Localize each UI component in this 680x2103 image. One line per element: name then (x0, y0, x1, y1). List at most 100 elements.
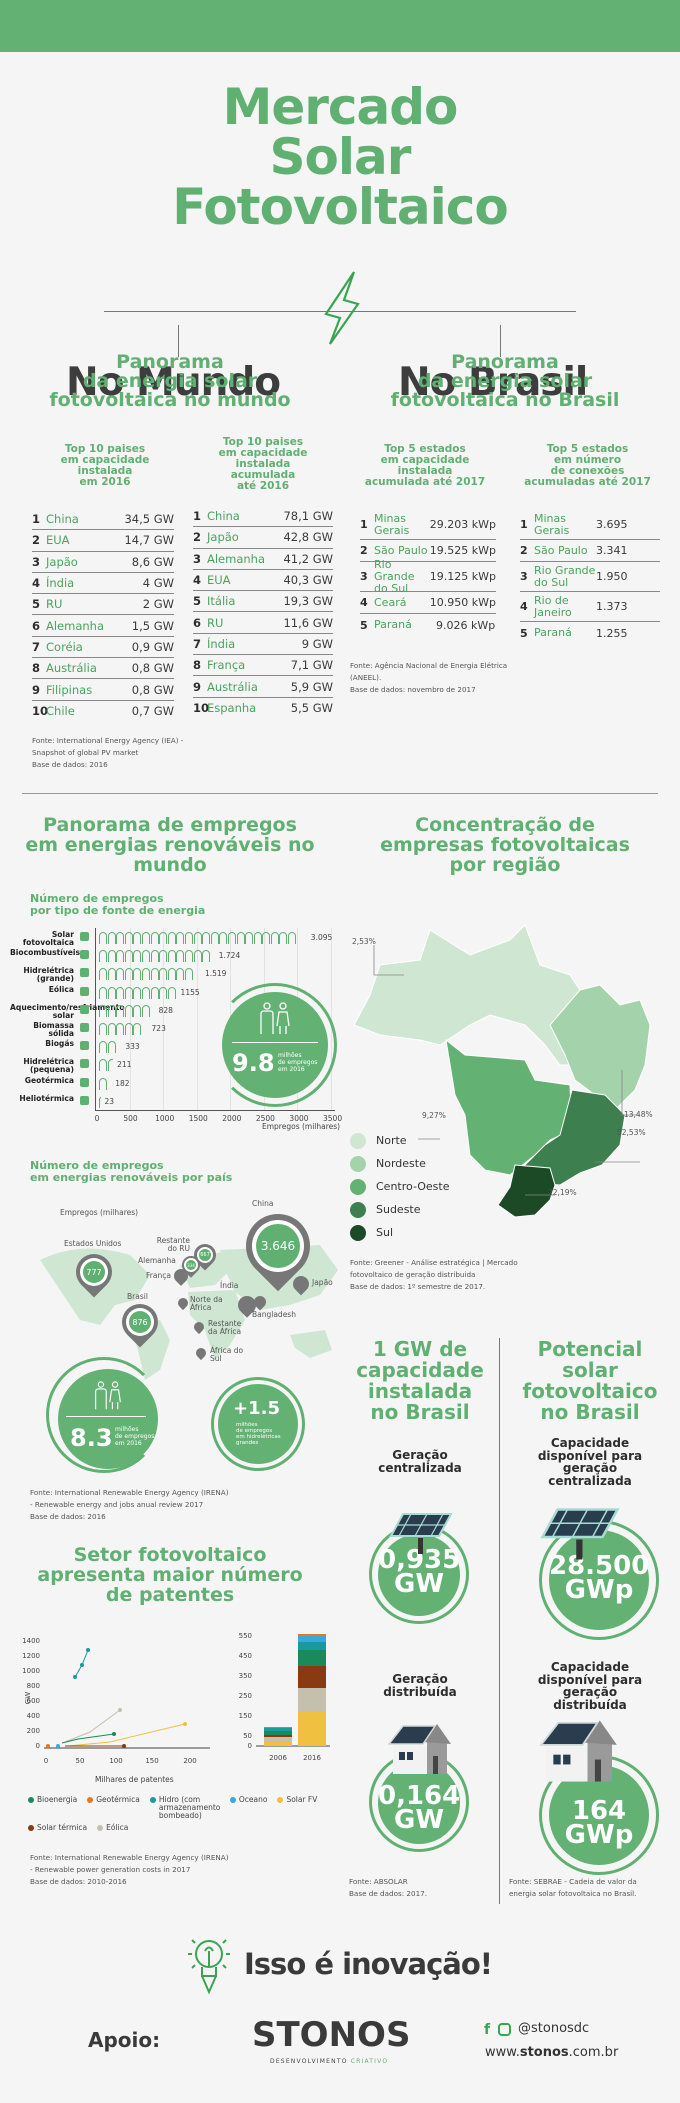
summary-8-3-caption: milhões de empregos em 2016 (115, 1426, 154, 1447)
person-icon (116, 932, 125, 944)
gridline (163, 928, 165, 1110)
person-icon (133, 1004, 142, 1017)
legend-swatch (350, 1178, 366, 1195)
pin-china-value: 3.646 (256, 1224, 300, 1268)
rank-number: 3 (193, 551, 202, 566)
rank-number: 5 (32, 597, 41, 612)
patents-source: Fonte: International Renewable Energy Ag… (30, 1852, 229, 1888)
title-line: no Brasil (370, 1400, 470, 1424)
legend-dot (277, 1797, 284, 1803)
rank-number: 6 (32, 618, 41, 633)
patents-legend-item: Solar FV (277, 1796, 317, 1820)
summary-1-5-value: +1.5 (233, 1398, 280, 1419)
bar-category-label: Geotérmica (24, 1075, 74, 1085)
person-icon (167, 986, 176, 999)
map-label-china: China (252, 1199, 274, 1208)
person-icon (141, 950, 150, 963)
slogan: Isso é inovação! (244, 1947, 493, 1981)
table-row: 3 Japão 8,6 GW (32, 552, 174, 573)
person-icon (159, 932, 168, 944)
source-line: energia solar fotovoltaica no Brasil. (509, 1889, 637, 1898)
legend-label: Sul (376, 1226, 394, 1239)
person-icon (245, 932, 254, 944)
source-line: Fonte: SEBRAE - Cadeia de valor da (509, 1877, 637, 1886)
heading-line: por tipo de fonte de energia (30, 904, 206, 917)
source-line: Base de dados: 2010-2016 (30, 1877, 127, 1886)
apoio-label: Apoio: (88, 2028, 161, 2052)
svg-text:GW: GW (24, 1692, 32, 1704)
title-line: no Brasil (540, 1400, 640, 1424)
connections-table: 1 Minas Gerais 3.695 2 São Paulo 3.341 3 Rio Gr… (520, 510, 660, 644)
svg-text:50: 50 (76, 1757, 85, 1765)
value-line: GWp (564, 1820, 634, 1850)
jobs-bar (99, 1058, 114, 1072)
summary-9-8-circle: 9.8 milhões de empregos em 2016 (222, 992, 328, 1098)
rank-number: 3 (520, 570, 528, 583)
jobs-bar (99, 986, 177, 999)
person-icon (193, 932, 202, 944)
energy-source-icon (80, 1077, 89, 1087)
capacity-title: 1 GW de capacidade instalada no Brasil (345, 1339, 495, 1423)
world-panorama-title: Panorama da energia solar fotovoltaica n… (0, 353, 340, 410)
legend-label: Eólica (106, 1823, 129, 1832)
map-label-usa: Estados Unidos (64, 1239, 122, 1248)
rank-name: RU (207, 615, 224, 630)
energy-source-icon (80, 1095, 89, 1105)
person-icon (210, 932, 219, 944)
rank-value: 8,6 GW (131, 554, 174, 569)
website-link[interactable]: www.stonos.com.br (485, 2045, 618, 2060)
x-tick: 3000 (289, 1114, 309, 1123)
table-row: 5 Itália 19,3 GW (193, 591, 333, 613)
distributed-potential-circle: 164 GWp (549, 1765, 649, 1865)
legend-item-sudeste: Sudeste (350, 1198, 449, 1221)
table-row: 10 Espanha 5,5 GW (193, 698, 333, 719)
person-icon (288, 932, 297, 944)
rank-number: 9 (193, 679, 202, 694)
legend-label: Hidro (com armazenamento bombeado) (158, 1795, 221, 1820)
caption-line: milhões (278, 1052, 302, 1059)
table-row: 2 Japão 42,8 GW (193, 527, 333, 549)
value-line: 28.500 (549, 1551, 650, 1581)
legend-label: Nordeste (376, 1157, 426, 1170)
heading-line: instalada (235, 458, 291, 470)
heading-line: distribuída (553, 1697, 627, 1712)
person-icon (159, 950, 168, 963)
heading-line: Número de empregos (30, 892, 164, 905)
ring-8-3 (46, 1357, 162, 1473)
caption-line: em 2016 (115, 1440, 142, 1447)
map-label-japan: Japão (312, 1278, 333, 1287)
heading-line: em número (553, 454, 622, 466)
rank-name: Rio de Janeiro (534, 593, 572, 619)
regions-legend: Norte Nordeste Centro-Oeste Sudeste Sul (350, 1129, 449, 1244)
bar-value-label: 723 (151, 1024, 166, 1033)
rank-number: 9 (32, 682, 41, 697)
map-label-south-africa: África do Sul (210, 1346, 244, 1363)
instagram-icon[interactable] (498, 2023, 511, 2036)
stonos-logo[interactable]: STONOS (252, 2015, 411, 2055)
bar-category-label: Biogás (45, 1039, 74, 1049)
legend-label: Solar FV (286, 1795, 318, 1804)
person-icon (176, 950, 185, 963)
connections-table-heading: Top 5 estados em número de conexões acum… (515, 444, 660, 488)
person-icon (150, 968, 159, 981)
ring-1-5 (211, 1377, 305, 1471)
legend-item-norte: Norte (350, 1129, 449, 1152)
rank-value: 29.203 kWp (429, 518, 496, 531)
person-icon (116, 986, 125, 999)
svg-text:150: 150 (145, 1757, 158, 1765)
facebook-icon[interactable]: f (484, 2022, 491, 2038)
heading-line: instalada (77, 465, 133, 477)
rank-value: 14,7 GW (124, 533, 174, 548)
table-row: 5 RU 2 GW (32, 594, 174, 616)
map-unit-label: Empregos (milhares) (60, 1208, 139, 1217)
social-handle[interactable]: @stonosdc (518, 2021, 590, 2036)
summary-1-5-circle: +1.5 milhões de empregos em hidrelétrica… (218, 1384, 298, 1464)
pin-uk-value: 667 (199, 1249, 211, 1261)
legend-item-nordeste: Nordeste (350, 1152, 449, 1175)
rank-number: 7 (32, 639, 41, 654)
rank-number: 5 (360, 618, 368, 632)
legend-label: Centro-Oeste (376, 1180, 450, 1193)
svg-text:0: 0 (36, 1742, 40, 1750)
jobs-bar (99, 1095, 101, 1108)
value-line: GWp (564, 1575, 634, 1605)
